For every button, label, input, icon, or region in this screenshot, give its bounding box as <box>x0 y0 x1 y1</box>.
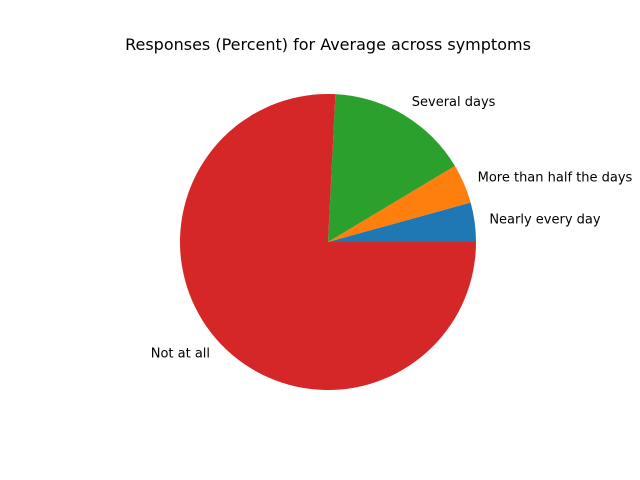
pie-slice-nearly-every-day <box>328 202 476 242</box>
pie-label-nearly-every-day: Nearly every day <box>489 213 601 228</box>
pie-label-more-than-half-the-days: More than half the days <box>478 170 633 185</box>
chart-title: Responses (Percent) for Average across s… <box>125 35 531 54</box>
pie-slice-several-days <box>328 94 455 243</box>
pie-slice-not-at-all <box>180 94 477 390</box>
pie-label-several-days: Several days <box>412 95 496 110</box>
pie-label-not-at-all: Not at all <box>151 347 210 362</box>
pie-labels: Nearly every day More than half the days S… <box>151 95 633 362</box>
pie-slice-more-than-half-the-days <box>328 165 471 242</box>
pie-slices <box>180 94 477 390</box>
